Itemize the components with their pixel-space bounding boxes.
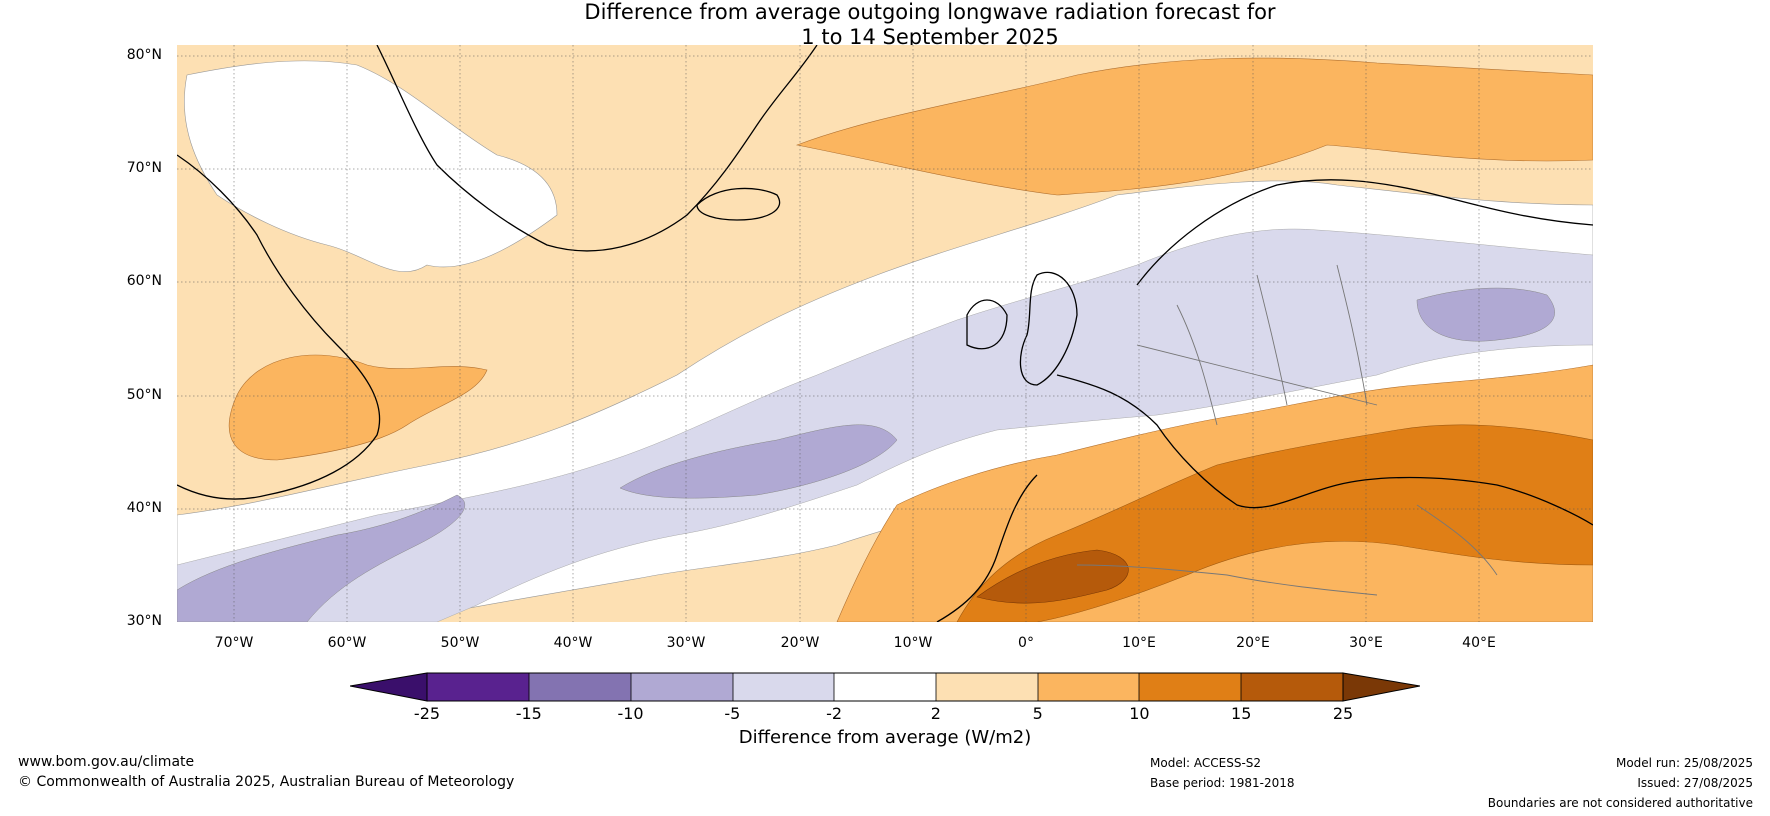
colorbar-segment-6 [936,673,1038,701]
colorbar-tick-label: 25 [1332,704,1354,723]
colorbar-segment-9 [1241,673,1343,701]
graticule [177,45,1593,622]
lon-label-40w: 40°W [553,635,593,651]
colorbar-segment-1 [427,673,529,701]
colorbar-tick-label: -25 [413,704,441,723]
anomaly-zone-sahara-brown [976,549,1129,604]
map-title: Difference from average outgoing longwav… [0,0,1770,50]
coastlines [177,45,1593,622]
lat-label-80n: 80°N [126,47,162,63]
anomaly-zone-canada-orange [228,354,488,461]
anomaly-zone-purple-atlantic [619,424,898,499]
issued-text: Issued: 27/08/2025 [1637,776,1753,790]
anomaly-zone-purple-scandinavia [1416,287,1555,342]
colorbar-tick-label: 2 [930,704,941,723]
colorbar-label: Difference from average (W/m2) [738,727,1032,748]
anomaly-zone-purple-southwest [177,494,465,622]
colorbar [350,672,1420,702]
lon-label-40e: 40°E [1462,635,1496,651]
colorbar-tick-label: -15 [515,704,542,723]
colorbar-segment-5 [834,673,936,701]
colorbar-tick-label: 10 [1129,704,1150,723]
lon-label-10e: 10°E [1122,635,1156,651]
website-link[interactable]: www.bom.gov.au/climate [18,754,195,770]
lon-label-20w: 20°W [780,635,820,651]
colorbar-extend-high [1342,672,1420,702]
colorbar-segment-8 [1139,673,1241,701]
colorbar-tick-label: -5 [724,704,741,723]
model-text: Model: ACCESS-S2 [1150,756,1262,770]
lat-label-60n: 60°N [126,273,162,289]
country-borders [1076,264,1498,596]
anomaly-zone-greenland-neutral [184,60,558,272]
colorbar-segment-7 [1038,673,1139,701]
colorbar-segment-4 [733,673,834,701]
copyright-text: © Commonwealth of Australia 2025, Austra… [18,774,515,790]
anomaly-zone-arctic-orange [795,57,1593,196]
lat-label-30n: 30°N [126,613,162,629]
colorbar-tick-label: 5 [1032,704,1043,723]
lat-label-50n: 50°N [126,387,162,403]
colorbar-extend-low [350,672,428,702]
colorbar-segment-2 [529,673,631,701]
lat-label-70n: 70°N [126,160,162,176]
colorbar-segment-3 [631,673,733,701]
anomaly-zone-pale-purple [177,228,1593,622]
colorbar-tick-label: 15 [1231,704,1252,723]
title-line-1: Difference from average outgoing longwav… [584,0,1276,24]
lon-label-10w: 10°W [893,635,933,651]
lon-label-50w: 50°W [440,635,480,651]
lon-label-60w: 60°W [327,635,367,651]
lon-label-30w: 30°W [666,635,706,651]
colorbar-tick-label: -2 [826,704,843,723]
lat-label-40n: 40°N [126,500,162,516]
lon-label-30e: 30°E [1349,635,1383,651]
lon-label-20e: 20°E [1236,635,1270,651]
base-period-text: Base period: 1981-2018 [1150,776,1295,790]
model-run-text: Model run: 25/08/2025 [1615,756,1753,770]
disclaimer-text: Boundaries are not considered authoritat… [1487,796,1753,810]
lon-label-0: 0° [1018,635,1034,651]
anomaly-map [177,45,1593,622]
colorbar-tick-label: -10 [617,704,644,723]
lon-label-70w: 70°W [214,635,254,651]
